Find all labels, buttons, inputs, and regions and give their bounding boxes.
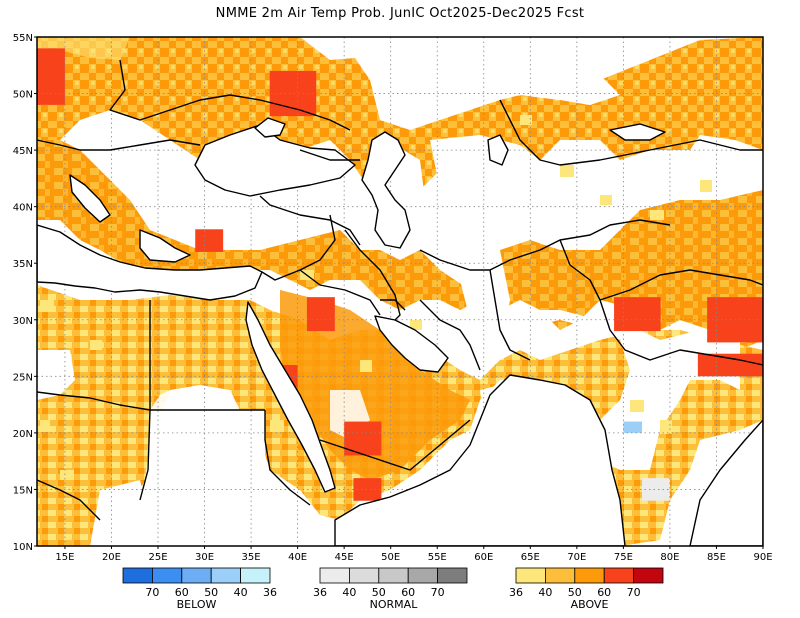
signal-region-normal-11 (642, 478, 670, 501)
legend-value-label: 50 (568, 586, 582, 599)
x-tick-label: 60E (474, 552, 493, 563)
legend-category-label: NORMAL (370, 598, 419, 611)
legend-swatch (633, 567, 664, 584)
legend-value-label: 50 (204, 586, 218, 599)
x-tick-label: 75E (614, 552, 633, 563)
legend-swatch (545, 567, 576, 584)
y-tick-label: 40N (13, 203, 33, 214)
signal-region-above-7 (614, 297, 661, 332)
legend-swatch (603, 567, 635, 584)
legend-swatch (407, 567, 439, 584)
y-tick-label: 30N (13, 316, 33, 327)
x-tick-label: 45E (335, 552, 354, 563)
y-tick-label: 15N (13, 485, 33, 496)
legend-value-label: 60 (597, 586, 611, 599)
legend-value-label: 60 (401, 586, 415, 599)
legend-group-below: 70 60 50 40 36 BELOW (122, 567, 277, 611)
x-tick-label: 70E (567, 552, 586, 563)
signal-region-above-0 (37, 48, 65, 105)
legend-swatch (240, 567, 271, 584)
legend-swatch (348, 567, 380, 584)
map-title: NMME 2m Air Temp Prob. JunIC Oct2025-Dec… (215, 6, 585, 21)
legend-swatch (122, 567, 153, 584)
y-tick-label: 10N (13, 542, 33, 553)
legend-swatch (210, 567, 241, 584)
legend-swatch (515, 567, 546, 584)
x-tick-label: 20E (102, 552, 121, 563)
y-tick-label: 20N (13, 429, 33, 440)
map-frame (36, 36, 764, 547)
legend-swatch (378, 567, 409, 584)
legend-value-label: 50 (372, 586, 386, 599)
y-tick-label: 35N (13, 259, 33, 270)
legend-value-label: 40 (342, 586, 356, 599)
x-tick-label: 90E (753, 552, 772, 563)
signal-region-below-10 (623, 421, 642, 433)
legend-value-label: 70 (627, 586, 641, 599)
legend-value-label: 40 (234, 586, 248, 599)
legend-swatch (574, 567, 605, 584)
x-tick-label: 30E (195, 552, 214, 563)
x-tick-label: 50E (381, 552, 400, 563)
legend-value-label: 40 (538, 586, 552, 599)
legend-value-label: 70 (145, 586, 159, 599)
legend-value-label: 36 (263, 586, 277, 599)
legend-category-label: ABOVE (571, 598, 609, 611)
legend-value-label: 36 (313, 586, 327, 599)
x-tick-label: 25E (148, 552, 167, 563)
legend-swatch (181, 567, 212, 584)
signal-region-above-3 (306, 297, 335, 332)
signal-region-above-6 (353, 478, 382, 501)
x-tick-label: 80E (660, 552, 679, 563)
country-boundaries (37, 59, 763, 546)
signal-region-above-2 (195, 229, 224, 252)
legend-swatch (151, 567, 183, 584)
x-tick-label: 55E (428, 552, 447, 563)
x-tick-label: 65E (521, 552, 540, 563)
y-tick-label: 55N (13, 33, 33, 44)
legend-category-label: BELOW (177, 598, 217, 611)
x-tick-label: 35E (242, 552, 261, 563)
x-tick-label: 40E (288, 552, 307, 563)
legend-value-label: 60 (175, 586, 189, 599)
legend-swatch (319, 567, 350, 584)
legend-group-above: 36 40 50 60 70 ABOVE (509, 567, 664, 611)
probability-field (37, 37, 763, 546)
y-tick-label: 25N (13, 372, 33, 383)
y-tick-label: 45N (13, 146, 33, 157)
signal-region-above-9 (697, 353, 763, 377)
legend-value-label: 36 (509, 586, 523, 599)
legend-swatch (437, 567, 468, 584)
latitude-ticks: 55N 50N 45N 40N 35N 30N 25N 20N 15N 10N (13, 33, 37, 553)
y-tick-label: 50N (13, 90, 33, 101)
longitude-ticks: 15E 20E 25E 30E 35E 40E 45E 50E 55E 60E 65E 70E 75E 8… (55, 546, 773, 563)
legend-group-normal: 36 40 50 60 70 NORMAL (313, 567, 468, 611)
x-tick-label: 85E (707, 552, 726, 563)
legend-value-label: 70 (431, 586, 445, 599)
x-tick-label: 15E (55, 552, 74, 563)
